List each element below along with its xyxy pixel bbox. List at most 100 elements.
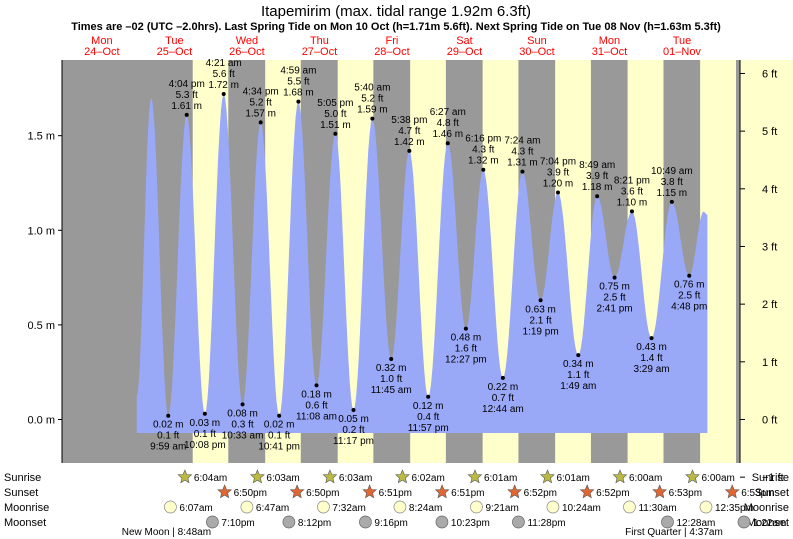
y-tick-label-m: 1.5 m xyxy=(27,131,55,143)
day-name-label: Thu xyxy=(310,35,329,47)
tide-label-m: 0.08 m xyxy=(227,408,258,419)
tide-point xyxy=(481,167,486,172)
y-tick-label-ft: 6 ft xyxy=(762,68,777,80)
tide-label-ft: 2.5 ft xyxy=(678,291,700,302)
tide-point xyxy=(389,356,394,361)
day-date-label: 01–Nov xyxy=(663,46,701,58)
sun-icon xyxy=(612,469,628,484)
sun-icon xyxy=(579,484,595,499)
y-tick-label-ft: 5 ft xyxy=(762,126,777,138)
moonset-icon xyxy=(661,515,674,529)
sunrise-time: 6:00am xyxy=(701,473,734,484)
moonrise-time: 11:30am xyxy=(638,503,676,514)
tide-label-time: 12:27 pm xyxy=(445,355,487,366)
moonrise-icon xyxy=(470,500,483,514)
tide-label-m: 0.02 m xyxy=(153,420,184,431)
tide-label-ft: 0.3 ft xyxy=(231,419,253,430)
y-tick-label-m: 0.0 m xyxy=(27,414,55,426)
chart-subtitle: Times are –02 (UTC –2.0hrs). Last Spring… xyxy=(71,21,721,33)
tide-label-ft: 5.2 ft xyxy=(250,97,272,108)
tide-label-time: 4:34 pm xyxy=(243,86,279,97)
moonset-time: 10:23pm xyxy=(451,518,490,529)
day-date-label: 31–Oct xyxy=(592,46,627,58)
plot-frame xyxy=(61,60,741,463)
tide-label-m: 0.05 m xyxy=(338,414,369,425)
tide-label-m: 1.10 m xyxy=(617,197,648,208)
sun-icon xyxy=(724,484,740,499)
row-label-right: Moonset xyxy=(747,517,789,529)
axes: 1.5 m 1.0 m 0.5 m 0.0 m 6 ft 5 ft 4 ft 3 ft 2 ft… xyxy=(27,68,783,484)
sunrise-time: 6:01am xyxy=(556,473,589,484)
sunrise-time: 6:00am xyxy=(629,473,662,484)
tide-label-ft: 3.9 ft xyxy=(586,171,608,182)
moonset-icon xyxy=(435,515,449,529)
tide-label-time: 11:17 pm xyxy=(333,436,374,447)
row-label-right: Sunset xyxy=(755,487,789,499)
tide-point xyxy=(576,353,581,358)
tide-point xyxy=(166,413,171,418)
tide-label-ft: 4.8 ft xyxy=(437,118,459,129)
day-name-label: Wed xyxy=(236,35,258,47)
y-tick-label-ft: 0 ft xyxy=(762,414,777,426)
day-name-label: Mon xyxy=(599,35,620,47)
tide-label-time: 4:21 am xyxy=(206,58,242,69)
tide-point xyxy=(277,413,282,418)
tide-label-time: 11:57 pm xyxy=(408,423,449,434)
tide-label-m: 1.61 m xyxy=(171,101,202,112)
moonset-icon xyxy=(512,515,525,529)
sunset-time: 6:50pm xyxy=(234,488,267,499)
y-tick-label-ft: 1 ft xyxy=(762,357,777,369)
tide-label-m: 1.15 m xyxy=(657,188,688,199)
sunrise-time: 6:03am xyxy=(339,473,372,484)
tide-label-m: 1.59 m xyxy=(357,105,388,116)
tide-label-m: 0.34 m xyxy=(563,359,594,370)
tide-label-time: 4:04 pm xyxy=(169,79,205,90)
tide-label-time: 8:21 pm xyxy=(614,175,650,186)
day-date-label: 26–Oct xyxy=(229,46,264,58)
tide-point xyxy=(296,99,301,104)
y-tick-label-m: 0.5 m xyxy=(27,320,55,332)
day-name-label: Fri xyxy=(386,35,399,47)
tide-label-m: 0.63 m xyxy=(525,304,556,315)
sunrise-time: 6:04am xyxy=(194,473,227,484)
tide-label-m: 0.75 m xyxy=(599,282,630,293)
moon-phase-label: First Quarter | 4:37am xyxy=(625,527,723,538)
sunset-time: 6:51pm xyxy=(379,488,412,499)
chart-title: Itapemirim (max. tidal range 1.92m 6.3ft… xyxy=(261,3,531,20)
tide-point xyxy=(426,394,431,399)
y-tick-label-m: 1.0 m xyxy=(27,225,55,237)
tide-point xyxy=(445,141,450,146)
sun-icon xyxy=(250,469,265,484)
moonrise-icon xyxy=(623,500,636,514)
row-label-right: Moonrise xyxy=(744,502,789,514)
tide-point xyxy=(669,199,674,204)
tide-label-ft: 0.4 ft xyxy=(417,412,439,423)
tide-label-m: 0.03 m xyxy=(190,418,221,429)
moon-phase-label: New Moon | 8:48am xyxy=(122,527,211,538)
moonset-time: 8:12pm xyxy=(298,518,331,529)
moonrise-time: 10:24am xyxy=(562,503,601,514)
day-date-label: 28–Oct xyxy=(374,46,409,58)
day-date-label: 29–Oct xyxy=(447,46,482,58)
tide-label-ft: 4.7 ft xyxy=(398,126,420,137)
sun-icon xyxy=(434,484,450,499)
tide-label-ft: 4.3 ft xyxy=(472,145,494,156)
tide-label-time: 11:08 am xyxy=(296,411,337,422)
tide-labels: 0.02 m0.1 ft9:59 am4:04 pm5.3 ft1.61 m0.… xyxy=(150,58,707,453)
tide-label-m: 1.18 m xyxy=(582,182,613,193)
tide-point xyxy=(258,120,263,125)
tide-label-ft: 0.6 ft xyxy=(305,400,327,411)
tide-label-m: 1.46 m xyxy=(432,129,463,140)
tide-label-m: 1.32 m xyxy=(468,156,499,167)
moonset-icon xyxy=(359,515,372,529)
tide-point xyxy=(463,326,468,331)
sunset-time: 6:50pm xyxy=(306,488,339,499)
tide-label-m: 0.02 m xyxy=(264,420,295,431)
tide-label-time: 5:40 am xyxy=(354,83,390,94)
sun-icon xyxy=(507,484,523,499)
moonset-icon xyxy=(737,515,751,529)
tide-label-time: 7:04 pm xyxy=(540,156,576,167)
moonrise-icon xyxy=(699,500,713,514)
tide-label-m: 1.57 m xyxy=(245,108,276,119)
